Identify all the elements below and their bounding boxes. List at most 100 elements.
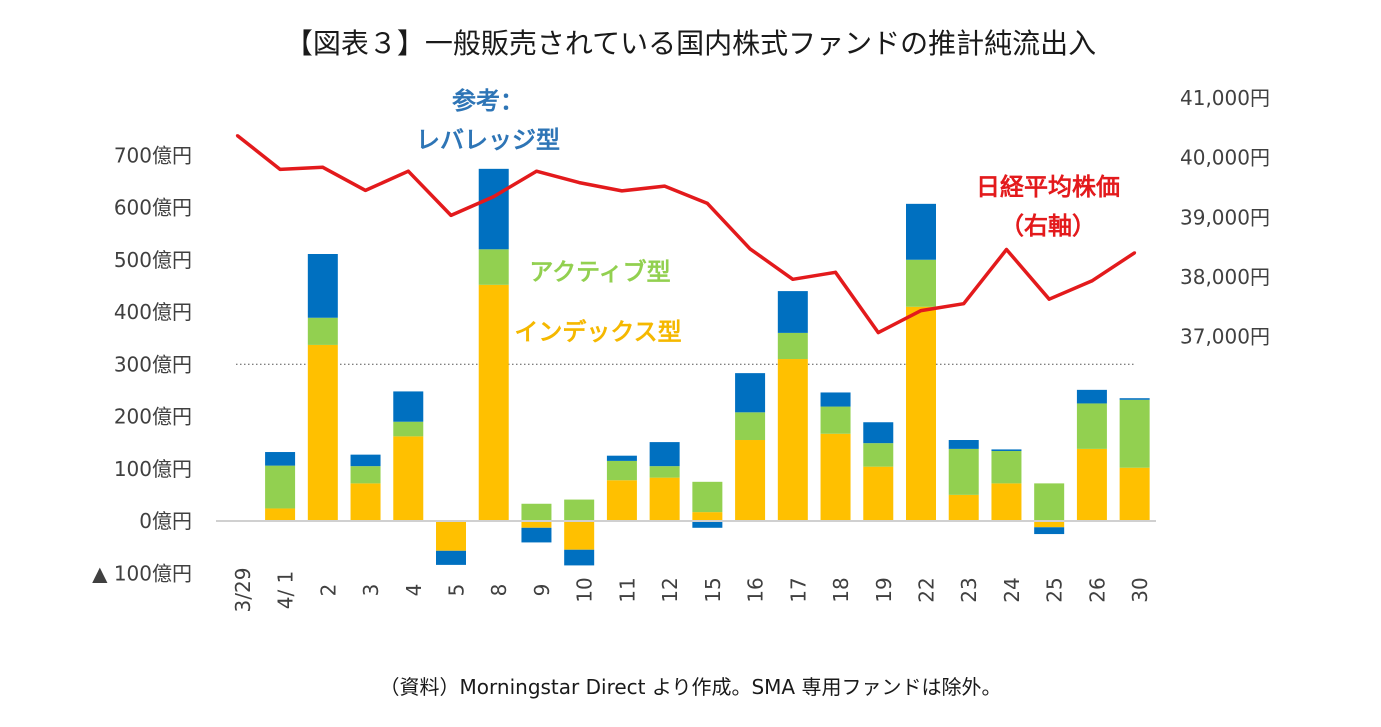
x-tick-19: 25 bbox=[1043, 577, 1067, 602]
bar-active-6 bbox=[478, 249, 509, 285]
bar-index-12 bbox=[735, 440, 766, 521]
y-left-tick-8: ▲ 100億円 bbox=[92, 561, 192, 585]
y-left-tick-7: 0億円 bbox=[139, 509, 192, 533]
bar-leverage-19 bbox=[1034, 527, 1065, 535]
bar-leverage-7 bbox=[521, 527, 552, 543]
y-right-tick-0: 41,000円 bbox=[1180, 86, 1270, 110]
x-tick-1: 4/ 1 bbox=[274, 571, 298, 610]
bar-active-10 bbox=[649, 466, 680, 478]
bar-active-1 bbox=[265, 465, 296, 509]
bar-leverage-11 bbox=[692, 521, 723, 528]
x-tick-17: 23 bbox=[957, 577, 981, 602]
nikkei-label-line1: 日経平均株価 bbox=[976, 173, 1120, 201]
bar-leverage-3 bbox=[350, 454, 381, 467]
bar-active-16 bbox=[906, 259, 936, 307]
x-tick-14: 18 bbox=[829, 577, 853, 602]
bar-leverage-9 bbox=[606, 455, 637, 461]
bar-index-16 bbox=[906, 306, 936, 521]
bar-index-19 bbox=[1034, 521, 1065, 528]
nikkei-point-10 bbox=[663, 184, 667, 188]
bar-active-4 bbox=[393, 421, 424, 437]
bar-index-15 bbox=[863, 466, 894, 521]
nikkei-point-6 bbox=[492, 195, 496, 199]
chart-title: 【図表３】一般販売されている国内株式ファンドの推計純流出入 bbox=[284, 27, 1097, 60]
y-left-tick-0: 700億円 bbox=[114, 143, 192, 167]
x-tick-10: 12 bbox=[658, 577, 682, 602]
nikkei-point-18 bbox=[1004, 248, 1008, 252]
bar-active-19 bbox=[1034, 483, 1065, 521]
nikkei-label-line2: （右軸） bbox=[1000, 212, 1096, 240]
bar-index-13 bbox=[777, 359, 808, 521]
bar-leverage-17 bbox=[948, 440, 979, 449]
bar-active-2 bbox=[307, 317, 338, 345]
x-tick-9: 11 bbox=[615, 577, 639, 602]
x-tick-6: 8 bbox=[487, 584, 511, 597]
bar-leverage-16 bbox=[906, 203, 936, 260]
bar-leverage-20 bbox=[1076, 389, 1107, 404]
nikkei-point-2 bbox=[321, 165, 325, 169]
bar-index-7 bbox=[521, 521, 552, 528]
bar-leverage-15 bbox=[863, 422, 894, 444]
nikkei-point-16 bbox=[919, 309, 923, 313]
y-left-tick-3: 400億円 bbox=[114, 300, 192, 324]
nikkei-point-21 bbox=[1133, 251, 1137, 255]
bar-leverage-8 bbox=[564, 549, 595, 566]
bar-index-8 bbox=[564, 521, 595, 550]
bar-index-1 bbox=[265, 508, 296, 521]
y-right-tick-1: 40,000円 bbox=[1180, 146, 1270, 170]
nikkei-point-7 bbox=[534, 169, 538, 173]
x-tick-18: 24 bbox=[1000, 577, 1024, 602]
bar-active-20 bbox=[1076, 403, 1107, 449]
source-caption: （資料）Morningstar Direct より作成。SMA 専用ファンドは除… bbox=[379, 675, 1002, 699]
nikkei-point-12 bbox=[748, 247, 752, 251]
bar-index-18 bbox=[991, 483, 1022, 521]
x-tick-12: 16 bbox=[744, 577, 768, 602]
bar-leverage-5 bbox=[436, 550, 466, 565]
nikkei-point-5 bbox=[449, 213, 453, 217]
nikkei-point-17 bbox=[962, 302, 966, 306]
bar-index-17 bbox=[948, 494, 979, 521]
bar-active-9 bbox=[606, 460, 637, 481]
bar-leverage-14 bbox=[820, 392, 851, 407]
bar-leverage-1 bbox=[265, 452, 296, 466]
x-tick-8: 10 bbox=[573, 577, 597, 602]
y-left-tick-6: 100億円 bbox=[114, 457, 192, 481]
bar-active-14 bbox=[820, 406, 851, 434]
bar-index-2 bbox=[307, 344, 338, 521]
nikkei-point-4 bbox=[406, 169, 410, 173]
nikkei-point-20 bbox=[1090, 279, 1094, 283]
bar-active-7 bbox=[521, 503, 552, 521]
bar-active-13 bbox=[777, 332, 808, 360]
y-left-tick-1: 600億円 bbox=[114, 196, 192, 220]
y-left-tick-2: 500億円 bbox=[114, 248, 192, 272]
active-label: アクティブ型 bbox=[529, 258, 670, 286]
leverage-label-line2: レバレッジ型 bbox=[416, 126, 560, 154]
bar-index-21 bbox=[1119, 467, 1150, 521]
bar-leverage-2 bbox=[307, 254, 338, 318]
bar-leverage-18 bbox=[991, 449, 1022, 451]
nikkei-point-8 bbox=[577, 181, 581, 185]
bar-leverage-12 bbox=[735, 373, 766, 413]
bar-index-20 bbox=[1076, 448, 1107, 521]
nikkei-point-0 bbox=[235, 134, 239, 138]
bar-index-3 bbox=[350, 483, 381, 521]
bar-active-12 bbox=[735, 412, 766, 441]
y-right-tick-4: 37,000円 bbox=[1180, 325, 1270, 349]
x-tick-15: 19 bbox=[872, 577, 896, 602]
bar-leverage-6 bbox=[478, 168, 509, 250]
nikkei-line bbox=[236, 134, 1136, 335]
bar-active-21 bbox=[1119, 399, 1150, 468]
x-tick-11: 15 bbox=[701, 577, 725, 602]
nikkei-point-19 bbox=[1047, 297, 1051, 301]
bar-active-15 bbox=[863, 443, 894, 467]
x-tick-4: 4 bbox=[402, 584, 426, 597]
index-label: インデックス型 bbox=[514, 318, 681, 346]
bar-leverage-21 bbox=[1119, 398, 1150, 400]
bar-active-18 bbox=[991, 450, 1022, 484]
bar-index-14 bbox=[820, 433, 851, 521]
nikkei-point-11 bbox=[705, 201, 709, 205]
bar-index-11 bbox=[692, 512, 723, 521]
nikkei-point-13 bbox=[791, 277, 795, 281]
bar-leverage-10 bbox=[649, 442, 680, 467]
